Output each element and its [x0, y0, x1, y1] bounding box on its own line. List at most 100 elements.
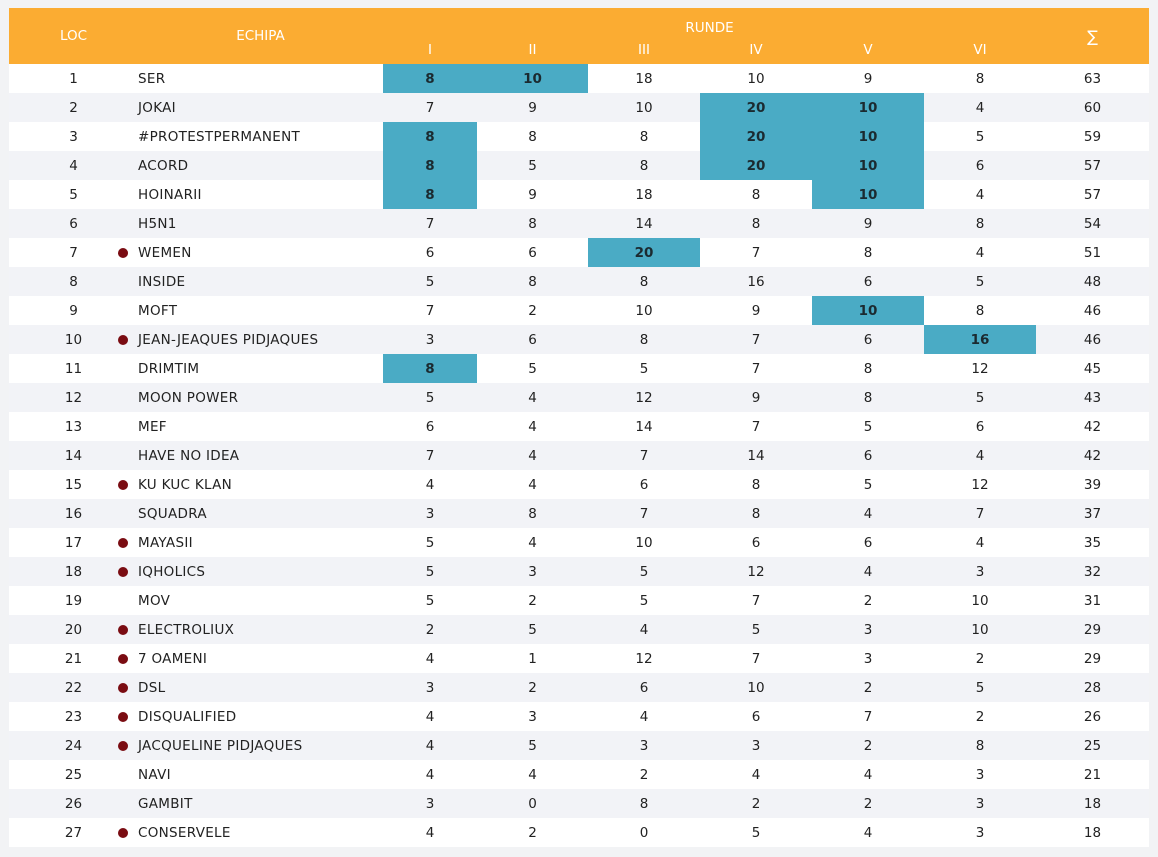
rank-cell: 12	[9, 383, 138, 412]
round-4-score: 8	[700, 180, 812, 209]
round-3-score: 18	[588, 180, 700, 209]
round-6-score: 5	[924, 383, 1037, 412]
rank-cell: 6	[9, 209, 138, 238]
total-score: 28	[1036, 673, 1150, 702]
round-3-score: 5	[588, 557, 700, 586]
team-cell: JACQUELINE PIDJAQUES	[118, 731, 383, 760]
table-row: 16 SQUADRA 3 8 7 8 4 7 37	[9, 499, 1150, 528]
team-name: JACQUELINE PIDJAQUES	[138, 737, 303, 754]
round-3-score: 8	[588, 325, 700, 354]
total-score: 18	[1036, 789, 1150, 818]
total-score: 32	[1036, 557, 1150, 586]
total-score: 45	[1036, 354, 1150, 383]
team-cell: IQHOLICS	[118, 557, 383, 586]
total-score: 18	[1036, 818, 1150, 847]
round-4-score: 7	[700, 586, 812, 615]
total-score: 42	[1036, 441, 1150, 470]
team-name: KU KUC KLAN	[138, 476, 233, 493]
column-header-round-3: III	[588, 36, 700, 64]
round-5-score: 2	[812, 586, 924, 615]
table-row: 2 JOKAI 7 9 10 20 10 4 60	[9, 93, 1150, 122]
round-3-score: 10	[588, 528, 700, 557]
round-1-score: 8	[383, 64, 477, 93]
marker-dot-icon	[118, 682, 128, 693]
round-1-score: 8	[383, 151, 477, 180]
round-6-score: 3	[924, 557, 1037, 586]
team-cell: HOINARII	[138, 180, 383, 209]
rank-cell: 5	[9, 180, 138, 209]
rank-cell: 2	[9, 93, 138, 122]
round-2-score: 9	[477, 93, 588, 122]
round-2-score: 6	[477, 325, 588, 354]
team-cell: MAYASII	[118, 528, 383, 557]
total-score: 59	[1036, 122, 1150, 151]
round-1-score: 4	[383, 760, 477, 789]
round-1-score: 8	[383, 180, 477, 209]
round-3-score: 10	[588, 93, 700, 122]
round-6-score: 5	[924, 267, 1037, 296]
rank-cell: 25	[9, 760, 138, 789]
team-name: #PROTESTPERMANENT	[138, 128, 301, 145]
team-name: MOFT	[138, 302, 178, 319]
round-4-score: 20	[700, 151, 812, 180]
marker-dot-icon	[118, 566, 128, 577]
team-cell: GAMBIT	[138, 789, 383, 818]
marker-dot-icon	[118, 653, 128, 664]
round-2-score: 5	[477, 151, 588, 180]
round-2-score: 5	[477, 354, 588, 383]
round-1-score: 3	[383, 789, 477, 818]
round-6-score: 10	[924, 586, 1037, 615]
marker-dot-icon	[118, 334, 128, 345]
round-5-score: 8	[812, 383, 924, 412]
table-body: 1 SER 8 10 18 10 9 8 63 2 JOKAI 7 9 10 20 10 4 60 3 #PROTES…	[9, 64, 1150, 847]
round-3-score: 7	[588, 499, 700, 528]
round-5-score: 6	[812, 267, 924, 296]
round-4-score: 7	[700, 238, 812, 267]
team-cell: MEF	[138, 412, 383, 441]
table-header: LOC ECHIPA RUNDE ∑ I II III IV V VI	[9, 8, 1150, 64]
round-1-score: 7	[383, 441, 477, 470]
team-name: MOON POWER	[138, 389, 239, 406]
total-score: 31	[1036, 586, 1150, 615]
round-3-score: 6	[588, 470, 700, 499]
table-row: 12 MOON POWER 5 4 12 9 8 5 43	[9, 383, 1150, 412]
total-score: 21	[1036, 760, 1150, 789]
table-row: 1 SER 8 10 18 10 9 8 63	[9, 64, 1150, 93]
round-4-score: 20	[700, 93, 812, 122]
round-4-score: 5	[700, 818, 812, 847]
rank-cell: 14	[9, 441, 138, 470]
round-5-score: 7	[812, 702, 924, 731]
round-1-score: 4	[383, 644, 477, 673]
rank-cell: 22	[9, 673, 138, 702]
rank-cell: 9	[9, 296, 138, 325]
total-score: 35	[1036, 528, 1150, 557]
round-5-score: 5	[812, 412, 924, 441]
rank-cell: 18	[9, 557, 138, 586]
table-row: 17 MAYASII 5 4 10 6 6 4 35	[9, 528, 1150, 557]
round-3-score: 14	[588, 209, 700, 238]
round-5-score: 10	[812, 93, 924, 122]
column-header-round-1: I	[383, 36, 477, 64]
round-4-score: 8	[700, 209, 812, 238]
marker-dot-icon	[118, 479, 128, 490]
round-6-score: 4	[924, 238, 1037, 267]
round-6-score: 12	[924, 470, 1037, 499]
round-2-score: 5	[477, 615, 588, 644]
round-4-score: 10	[700, 64, 812, 93]
standings-table: LOC ECHIPA RUNDE ∑ I II III IV V VI 1 SER…	[9, 8, 1150, 847]
table-row: 5 HOINARII 8 9 18 8 10 4 57	[9, 180, 1150, 209]
round-5-score: 4	[812, 760, 924, 789]
team-cell: JEAN-JEAQUES PIDJAQUES	[118, 325, 383, 354]
table-row: 21 7 OAMENI 4 1 12 7 3 2 29	[9, 644, 1150, 673]
table-row: 10 JEAN-JEAQUES PIDJAQUES 3 6 8 7 6 16 46	[9, 325, 1150, 354]
round-2-score: 8	[477, 499, 588, 528]
round-6-score: 4	[924, 528, 1037, 557]
total-score: 43	[1036, 383, 1150, 412]
round-6-score: 2	[924, 702, 1037, 731]
table-row: 18 IQHOLICS 5 3 5 12 4 3 32	[9, 557, 1150, 586]
total-score: 26	[1036, 702, 1150, 731]
rank-cell: 16	[9, 499, 138, 528]
round-5-score: 4	[812, 557, 924, 586]
round-6-score: 8	[924, 209, 1037, 238]
round-4-score: 7	[700, 644, 812, 673]
